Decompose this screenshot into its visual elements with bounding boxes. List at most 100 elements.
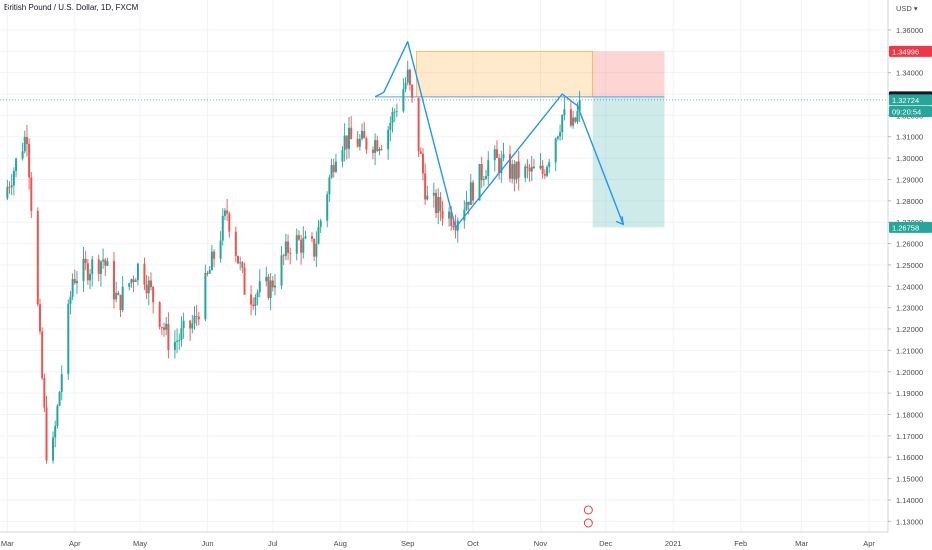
candle-body xyxy=(130,279,133,284)
candle xyxy=(502,142,505,162)
candle-body xyxy=(361,130,364,139)
candle-body xyxy=(319,220,322,227)
candle xyxy=(75,271,78,295)
candle-body xyxy=(509,154,512,179)
candle xyxy=(250,285,253,316)
candle xyxy=(347,116,350,159)
candle-body xyxy=(45,407,48,461)
candle xyxy=(104,258,107,276)
candle xyxy=(395,103,398,118)
candle-body xyxy=(482,179,485,181)
badge-bg xyxy=(889,94,932,106)
candle xyxy=(498,153,501,180)
candle xyxy=(58,390,61,407)
candle-body xyxy=(371,149,374,153)
candle xyxy=(71,273,74,301)
candle-body xyxy=(526,166,529,168)
candle xyxy=(167,312,170,359)
candle xyxy=(374,133,377,165)
candle-body xyxy=(326,194,329,221)
candle-body xyxy=(210,251,213,271)
candle-body xyxy=(432,192,435,196)
candle-body xyxy=(417,97,420,152)
candle-body xyxy=(158,302,161,328)
candle xyxy=(363,121,366,139)
candle xyxy=(152,286,155,314)
price-tick-label: 1.25000 xyxy=(896,261,923,270)
candle-body xyxy=(112,261,115,300)
candle-body xyxy=(195,316,198,317)
candle-body xyxy=(356,139,359,147)
price-tick-label: 1.15000 xyxy=(896,475,923,484)
candle xyxy=(378,147,381,156)
candle xyxy=(132,275,135,293)
candle-body xyxy=(569,109,572,126)
countdown-price-badge: 09:20:54 xyxy=(889,106,932,118)
candle-body xyxy=(330,165,333,178)
candle-body xyxy=(25,136,28,145)
price-tick-label: 1.20000 xyxy=(896,368,923,377)
candle xyxy=(36,207,39,307)
candle-body xyxy=(115,292,118,300)
price-tick-label: 1.31000 xyxy=(896,133,923,142)
pattern-arrowhead xyxy=(615,216,625,226)
candle xyxy=(91,255,94,287)
candle xyxy=(67,299,70,380)
candle xyxy=(160,326,163,336)
candle-body xyxy=(543,173,546,176)
candle xyxy=(541,160,544,179)
candle-body xyxy=(189,320,192,329)
candle-body xyxy=(334,161,337,172)
candle xyxy=(38,298,41,335)
marker-icon xyxy=(583,505,593,515)
candle-body xyxy=(450,211,453,226)
candle xyxy=(8,181,11,194)
candle-body xyxy=(91,259,94,275)
candle-body xyxy=(395,111,398,113)
time-tick-label: Mar xyxy=(1,539,14,548)
candle xyxy=(284,233,287,261)
candle-body xyxy=(530,166,533,172)
candle-body xyxy=(487,160,490,177)
candle xyxy=(180,316,183,347)
candle xyxy=(241,260,244,273)
candle-body xyxy=(178,339,181,341)
price-tick-label: 1.29000 xyxy=(896,175,923,184)
candle xyxy=(532,159,535,169)
candle xyxy=(380,144,383,151)
candle xyxy=(439,192,442,222)
candle-body xyxy=(82,258,85,281)
candle-body xyxy=(119,294,122,311)
price-tick-label: 1.24000 xyxy=(896,282,923,291)
candle xyxy=(128,282,131,291)
candle xyxy=(280,246,283,290)
candle-body xyxy=(152,286,155,303)
candle-body xyxy=(502,154,505,159)
candle-body xyxy=(176,340,179,342)
candle xyxy=(143,257,146,291)
candle-body xyxy=(193,316,196,324)
candle xyxy=(426,185,429,201)
time-tick-label: Aug xyxy=(334,539,347,548)
candle-body xyxy=(393,111,396,113)
candle-body xyxy=(315,243,318,257)
candle xyxy=(402,78,405,113)
candle-body xyxy=(121,286,124,311)
time-tick-label: Jun xyxy=(201,539,213,548)
candle xyxy=(389,116,392,142)
last-price-badge: 1.32724 xyxy=(889,94,932,106)
candle-body xyxy=(406,69,409,83)
candle xyxy=(391,107,394,133)
candle-body xyxy=(143,263,146,285)
candle xyxy=(350,116,353,140)
candle-body xyxy=(347,127,350,149)
candle-body xyxy=(391,111,394,124)
badge-bg xyxy=(889,45,932,57)
candle-body xyxy=(60,374,63,393)
candle-body xyxy=(173,341,176,350)
candle xyxy=(134,278,137,282)
candle-body xyxy=(132,279,135,282)
candle xyxy=(176,328,179,354)
marker-icon xyxy=(583,518,593,528)
